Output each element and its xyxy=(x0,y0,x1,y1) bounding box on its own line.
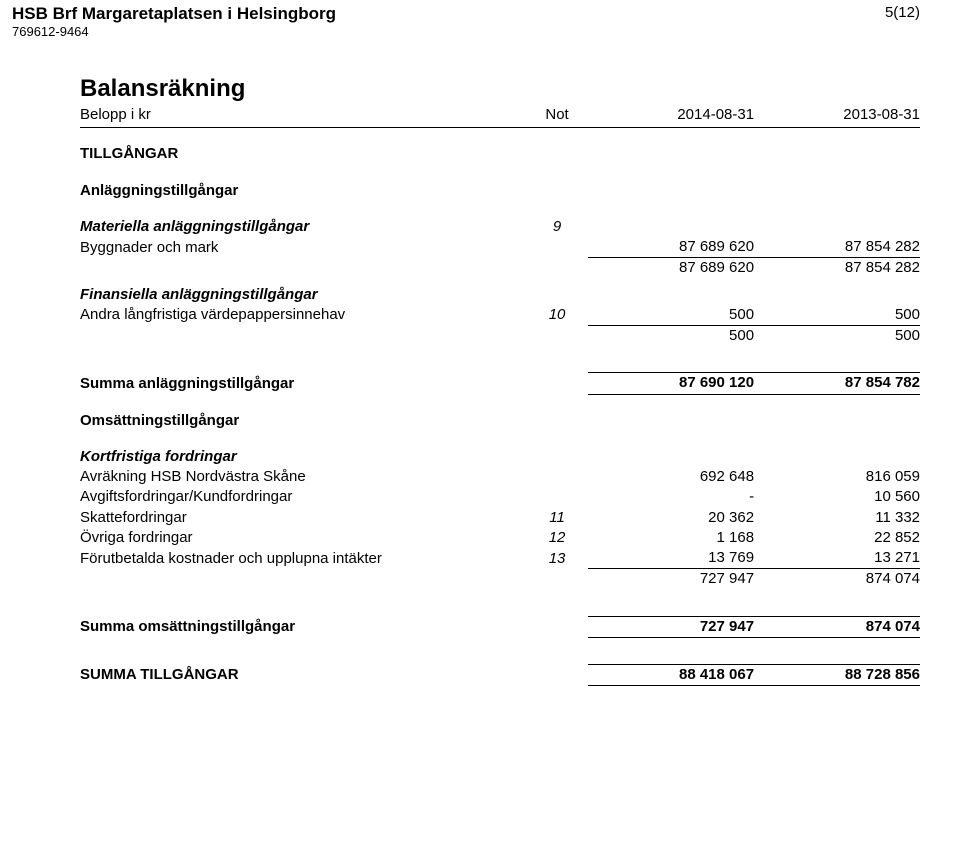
content: Balansräkning Belopp i kr Not 2014-08-31… xyxy=(80,75,920,686)
row-avrak: Avräkning HSB Nordvästra Skåne 692 648 8… xyxy=(80,467,920,487)
value-1: 88 418 067 xyxy=(588,664,754,685)
value-1: 87 690 120 xyxy=(588,373,754,394)
label: Omsättningstillgångar xyxy=(80,411,526,431)
value-1: 87 689 620 xyxy=(588,237,754,258)
row-summa-tot: SUMMA TILLGÅNGAR 88 418 067 88 728 856 xyxy=(80,664,920,685)
balance-table: Belopp i kr Not 2014-08-31 2013-08-31 TI… xyxy=(80,105,920,686)
org-id: 769612-9464 xyxy=(12,24,336,39)
org-name: HSB Brf Margaretaplatsen i Helsingborg xyxy=(12,4,336,24)
label: Andra långfristiga värdepappersinnehav xyxy=(80,305,526,326)
page: HSB Brf Margaretaplatsen i Helsingborg 7… xyxy=(0,0,960,852)
label: Summa omsättningstillgångar xyxy=(80,616,526,637)
value-1: 1 168 xyxy=(588,528,754,548)
label: Förutbetalda kostnader och upplupna intä… xyxy=(80,548,526,569)
value-1: 727 947 xyxy=(588,569,754,590)
value-2: 88 728 856 xyxy=(845,666,920,683)
page-header: HSB Brf Margaretaplatsen i Helsingborg 7… xyxy=(12,4,920,39)
value-2: 874 074 xyxy=(866,570,920,587)
row-avgift: Avgiftsfordringar/Kundfordringar - 10 56… xyxy=(80,487,920,507)
value-1: 87 689 620 xyxy=(588,258,754,279)
row-skatt: Skattefordringar 11 20 362 11 332 xyxy=(80,508,920,528)
label: Summa anläggningstillgångar xyxy=(80,373,526,394)
row-andra: Andra långfristiga värdepappersinnehav 1… xyxy=(80,305,920,326)
label: TILLGÅNGAR xyxy=(80,144,526,164)
col-not: Not xyxy=(526,105,588,128)
page-number: 5(12) xyxy=(885,4,920,21)
value-2: 874 074 xyxy=(866,618,920,635)
section-finansiella: Finansiella anläggningstillgångar xyxy=(80,285,920,305)
value-2: 87 854 282 xyxy=(845,259,920,276)
value-2: 500 xyxy=(895,327,920,344)
section-kortfristiga: Kortfristiga fordringar xyxy=(80,447,920,467)
label: Avgiftsfordringar/Kundfordringar xyxy=(80,487,526,507)
section-omsattning: Omsättningstillgångar xyxy=(80,411,920,431)
label: Skattefordringar xyxy=(80,508,526,528)
value-2: 87 854 282 xyxy=(845,238,920,255)
not: 10 xyxy=(526,305,588,326)
row-forut: Förutbetalda kostnader och upplupna intä… xyxy=(80,548,920,569)
org-block: HSB Brf Margaretaplatsen i Helsingborg 7… xyxy=(12,4,336,39)
value-1: 13 769 xyxy=(588,548,754,569)
label: Finansiella anläggningstillgångar xyxy=(80,285,526,305)
value-1: 500 xyxy=(588,326,754,347)
not: 13 xyxy=(526,548,588,569)
value-1: 20 362 xyxy=(588,508,754,528)
value-2: 87 854 782 xyxy=(845,374,920,391)
value-2: 13 271 xyxy=(874,549,920,566)
section-materiella: Materiella anläggningstillgångar 9 xyxy=(80,217,920,237)
row-kort-sum: 727 947 874 074 xyxy=(80,569,920,590)
value-2: 11 332 xyxy=(875,509,920,526)
col-label: Belopp i kr xyxy=(80,105,526,128)
not: 11 xyxy=(526,508,588,528)
not: 12 xyxy=(526,528,588,548)
row-byggnader: Byggnader och mark 87 689 620 87 854 282 xyxy=(80,237,920,258)
col-date-1: 2014-08-31 xyxy=(588,105,754,128)
value-1: 692 648 xyxy=(588,467,754,487)
row-ovriga: Övriga fordringar 12 1 168 22 852 xyxy=(80,528,920,548)
row-summa-anl: Summa anläggningstillgångar 87 690 120 8… xyxy=(80,373,920,394)
value-1: - xyxy=(588,487,754,507)
not: 9 xyxy=(526,217,588,237)
row-materiella-sum: 87 689 620 87 854 282 xyxy=(80,258,920,279)
label: Övriga fordringar xyxy=(80,528,526,548)
label: Anläggningstillgångar xyxy=(80,181,526,201)
value-2: 22 852 xyxy=(874,529,920,546)
label: Materiella anläggningstillgångar xyxy=(80,217,526,237)
value-1: 727 947 xyxy=(588,616,754,637)
col-date-2: 2013-08-31 xyxy=(754,105,920,128)
report-title: Balansräkning xyxy=(80,75,920,103)
section-anlaggning: Anläggningstillgångar xyxy=(80,181,920,201)
label: Kortfristiga fordringar xyxy=(80,447,526,467)
row-summa-oms: Summa omsättningstillgångar 727 947 874 … xyxy=(80,616,920,637)
table-header-row: Belopp i kr Not 2014-08-31 2013-08-31 xyxy=(80,105,920,128)
value-2: 500 xyxy=(895,306,920,323)
label: Byggnader och mark xyxy=(80,237,526,258)
section-tillgangar: TILLGÅNGAR xyxy=(80,144,920,164)
label: Avräkning HSB Nordvästra Skåne xyxy=(80,467,526,487)
row-finansiella-sum: 500 500 xyxy=(80,326,920,347)
value-2: 816 059 xyxy=(866,468,920,485)
value-1: 500 xyxy=(588,305,754,326)
value-2: 10 560 xyxy=(874,488,920,505)
label: SUMMA TILLGÅNGAR xyxy=(80,664,526,685)
